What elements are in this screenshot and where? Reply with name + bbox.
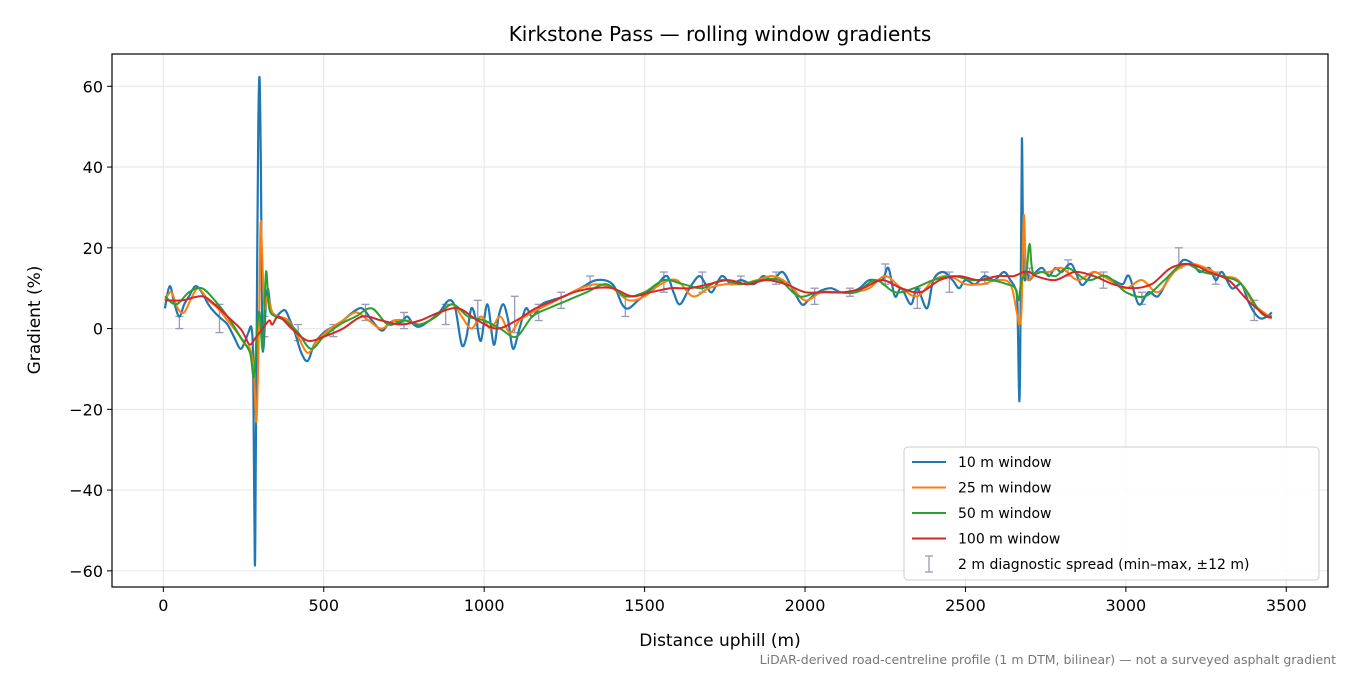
x-tick-label: 2500 (945, 596, 986, 615)
series-line-25-m-window (164, 214, 1273, 423)
y-tick-label: 40 (83, 158, 103, 177)
x-tick-label: 3500 (1266, 596, 1307, 615)
legend-label: 10 m window (958, 455, 1051, 471)
x-tick-label: 500 (308, 596, 339, 615)
legend-box (903, 446, 1320, 581)
x-tick-label: 3000 (1106, 596, 1147, 615)
x-tick-label: 2000 (785, 596, 826, 615)
legend-label: 2 m diagnostic spread (min–max, ±12 m) (958, 557, 1249, 573)
legend: 10 m window 25 m window 50 m window 100 m w… (903, 446, 1320, 581)
error-bar (175, 315, 184, 330)
legend-label: 50 m window (958, 506, 1051, 522)
y-axis-label: Gradient (%) (25, 266, 45, 375)
x-tick-label: 1500 (624, 596, 665, 615)
y-tick-label: −40 (69, 481, 103, 500)
x-axis-label: Distance uphill (m) (639, 631, 800, 651)
y-tick-label: 60 (83, 77, 103, 96)
plot-frame (111, 53, 1329, 588)
error-bar (557, 291, 566, 310)
x-tick-label: 1000 (464, 596, 505, 615)
x-axis: 0 500 1000 1500 2000 2500 3000 3500 (158, 587, 1307, 615)
x-tick-label: 0 (158, 596, 168, 615)
y-tick-label: 20 (83, 239, 103, 258)
y-tick-label: −20 (69, 400, 103, 419)
chart-title: Kirkstone Pass — rolling window gradient… (509, 22, 932, 46)
legend-label: 25 m window (958, 481, 1051, 497)
legend-label: 100 m window (958, 532, 1060, 548)
y-tick-label: −60 (69, 562, 103, 581)
legend-swatch (925, 555, 933, 573)
footnote: LiDAR-derived road-centreline profile (1… (760, 652, 1336, 667)
series-line-100-m-window (164, 262, 1273, 346)
series-line-50-m-window (164, 242, 1273, 379)
y-tick-label: 0 (93, 320, 103, 339)
y-axis: −60 −40 −20 0 20 40 60 (69, 77, 112, 581)
series-lines (163, 75, 1273, 567)
